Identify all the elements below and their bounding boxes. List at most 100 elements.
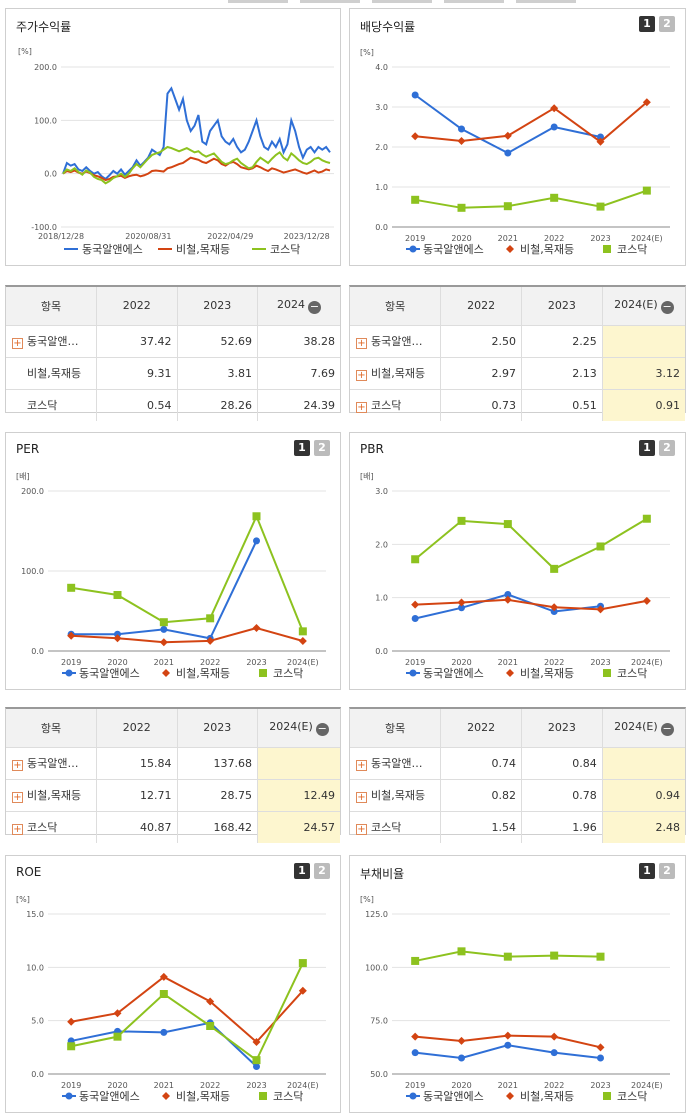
series-line: [415, 598, 648, 611]
tab-2-button[interactable]: 2: [314, 863, 330, 879]
legend-label: 동국알앤에스: [79, 666, 140, 680]
plus-icon[interactable]: +: [356, 760, 367, 771]
x-tick-label: 2019: [61, 658, 81, 667]
x-tick-label: 2023: [246, 1081, 266, 1090]
tab-2-button[interactable]: 2: [659, 16, 675, 32]
y-tick-label: 15.0: [26, 910, 44, 919]
y-tick-label: 100.0: [34, 116, 57, 125]
row-name-cell: + 코스닥: [6, 811, 98, 843]
x-tick-label: 2021: [154, 1081, 174, 1090]
top-tab[interactable]: [228, 0, 288, 3]
plus-icon[interactable]: +: [356, 338, 367, 349]
plus-icon[interactable]: +: [356, 792, 367, 803]
legend-marker: [162, 1092, 170, 1100]
legend-label: 비철,목재등: [176, 667, 230, 680]
y-tick-label: 2.0: [375, 540, 388, 549]
header-year: 2022: [96, 709, 178, 748]
data-point: [503, 520, 512, 529]
value-cell: 9.31: [96, 357, 178, 390]
data-point: [160, 625, 168, 633]
data-point: [458, 604, 465, 612]
data-point: [550, 104, 559, 113]
panel-title: ROE: [16, 865, 42, 879]
tab-1-button[interactable]: 1: [639, 440, 655, 456]
panel-title: PER: [16, 442, 40, 456]
tab-1-button[interactable]: 1: [294, 440, 310, 456]
row-name: 비철,목재등: [371, 367, 426, 380]
y-tick-label: -100.0: [31, 223, 57, 232]
value-cell: 0.51: [521, 389, 603, 421]
table-row: + 코스닥 1.54 1.96 2.48: [350, 811, 685, 843]
plus-icon[interactable]: +: [12, 792, 23, 803]
header-year: 2024(E) −: [602, 287, 685, 326]
x-tick-label: 2019: [405, 1081, 425, 1090]
header-item: 항목: [6, 287, 98, 326]
data-point: [550, 1032, 559, 1041]
data-point: [597, 133, 604, 141]
tab-2-button[interactable]: 2: [314, 440, 330, 456]
plus-icon[interactable]: +: [356, 824, 367, 836]
x-tick-label: 2023: [590, 658, 610, 667]
legend-label: 비철,목재등: [176, 243, 230, 256]
header-label: 항목: [40, 299, 62, 313]
data-point: [411, 1049, 419, 1057]
value-cell: 137.68: [177, 747, 258, 780]
row-name: 동국알앤…: [371, 757, 423, 770]
y-tick-label: 0.0: [44, 170, 57, 179]
data-point: [596, 202, 605, 211]
header-label: 2024: [276, 297, 305, 311]
value-cell: 168.42: [177, 811, 258, 843]
series-line: [62, 156, 331, 182]
data-point: [550, 193, 559, 202]
tab-1-button[interactable]: 1: [639, 863, 655, 879]
data-point: [550, 608, 558, 616]
minus-circle-icon[interactable]: −: [315, 721, 329, 736]
y-tick-label: 100.0: [365, 963, 388, 972]
top-tab[interactable]: [300, 0, 360, 3]
top-tab[interactable]: [444, 0, 504, 3]
y-tick-label: 4.0: [375, 63, 388, 72]
header-label: 2022: [467, 721, 496, 735]
tab-2-button[interactable]: 2: [659, 863, 675, 879]
top-tab[interactable]: [372, 0, 432, 3]
plus-icon[interactable]: +: [12, 760, 23, 771]
table-row: + 동국알앤… 37.42 52.69 38.28: [6, 325, 340, 358]
header-year: 2022: [440, 709, 523, 748]
tab-1-button[interactable]: 1: [294, 863, 310, 879]
header-label: 2024(E): [614, 719, 658, 733]
plus-icon[interactable]: +: [12, 338, 23, 349]
y-tick-label: 100.0: [21, 567, 44, 576]
data-point: [550, 564, 559, 573]
top-tab[interactable]: [516, 0, 576, 3]
data-point: [457, 516, 466, 525]
x-tick-label: 2024(E): [287, 658, 319, 667]
x-tick-label: 2023: [590, 234, 610, 243]
y-tick-label: 2.0: [375, 143, 388, 152]
data-point: [550, 951, 559, 960]
data-point: [503, 1031, 512, 1040]
minus-circle-icon[interactable]: −: [660, 299, 674, 314]
value-cell: 2.97: [440, 357, 523, 390]
header-item: 항목: [350, 709, 442, 748]
plus-icon[interactable]: +: [356, 370, 367, 381]
header-year: 2024−: [257, 287, 340, 326]
row-name-cell: + 비철,목재등: [350, 779, 442, 812]
header-year: 2023: [177, 287, 258, 326]
value-cell: 1.96: [521, 811, 603, 843]
tab-1-button[interactable]: 1: [639, 16, 655, 32]
x-tick-label: 2020: [107, 1081, 127, 1090]
y-tick-label: 200.0: [34, 63, 57, 72]
legend-marker: [65, 1092, 73, 1100]
plus-icon[interactable]: +: [12, 824, 23, 836]
minus-circle-icon[interactable]: −: [660, 721, 674, 736]
tab-2-button[interactable]: 2: [659, 440, 675, 456]
value-cell: 7.69: [257, 357, 340, 390]
data-point: [253, 537, 260, 545]
plus-icon[interactable]: +: [356, 402, 367, 414]
dividend-yield-panel: 배당수익률 1 2 [%] 4.0 3.0 2.0 1.0 0.0 2019 2020 2021…: [349, 8, 686, 266]
header-label: 항목: [40, 721, 62, 735]
value-cell: 38.28: [257, 325, 340, 358]
minus-circle-icon[interactable]: −: [307, 299, 321, 314]
header-label: 2023: [203, 721, 232, 735]
legend-marker: [506, 669, 514, 677]
